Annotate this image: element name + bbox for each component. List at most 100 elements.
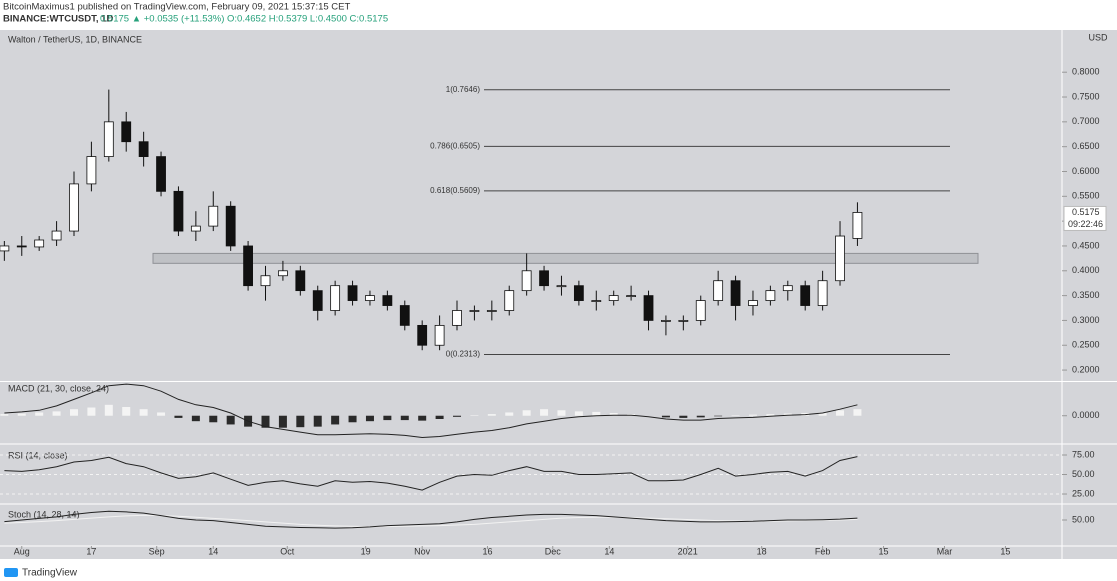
publish-info: BitcoinMaximus1 published on TradingView… — [3, 2, 350, 13]
pane-title: Walton / TetherUS, 1D, BINANCE — [8, 34, 142, 44]
y-tick-label: 0.4000 — [1072, 265, 1100, 275]
candle-body — [852, 212, 863, 239]
x-tick-label: Dec — [545, 546, 562, 556]
pane-title: MACD (21, 30, close, 24) — [8, 383, 109, 393]
y-tick-label: 0.2500 — [1072, 340, 1100, 350]
logo[interactable]: TradingView — [4, 568, 78, 579]
macd-histogram-bar — [679, 415, 688, 418]
y-tick-label: 0.4500 — [1072, 240, 1100, 250]
quote: 0.5175 ▲ +0.0535 (+11.53%) O:0.4652 H:0.… — [100, 14, 388, 25]
candle-body — [817, 280, 828, 306]
macd-histogram-bar — [574, 411, 583, 416]
rsi-line — [4, 456, 858, 491]
x-tick-label: Feb — [815, 546, 831, 556]
x-tick-label: Oct — [280, 546, 295, 556]
macd-histogram-bar — [435, 415, 444, 419]
macd-histogram-bar — [331, 415, 340, 425]
y-tick-label: 0.6500 — [1072, 141, 1100, 151]
candle-body — [86, 156, 97, 185]
candle-body — [225, 205, 236, 247]
y-tick-label: 0.7500 — [1072, 91, 1100, 101]
y-tick-label: 0.0000 — [1072, 410, 1100, 420]
symbol: BINANCE:WTCUSDT, 1D — [3, 14, 113, 25]
candle-body — [765, 290, 776, 301]
macd-histogram-bar — [540, 409, 549, 416]
x-tick-label: 17 — [86, 546, 96, 556]
y-tick-label: 0.5500 — [1072, 191, 1100, 201]
macd-histogram-bar — [731, 415, 740, 416]
y-tick-label: 50.00 — [1072, 469, 1095, 479]
x-tick-label: 2021 — [678, 546, 698, 556]
candle-body — [835, 235, 845, 282]
macd-line — [4, 383, 858, 439]
macd-histogram-bar — [348, 415, 357, 423]
macd-histogram-bar — [696, 415, 705, 418]
candle-body — [643, 295, 654, 321]
candle-body — [312, 290, 323, 311]
candle-body — [347, 285, 358, 301]
candle-body — [156, 156, 166, 192]
candle-body — [16, 245, 27, 248]
y-tick-label: 0.7000 — [1072, 116, 1100, 126]
support-zone — [152, 252, 979, 264]
candle-body — [103, 121, 114, 157]
macd-histogram-bar — [783, 413, 792, 416]
macd-histogram-bar — [470, 415, 479, 416]
fib-label: 0.618(0.5609) — [430, 186, 480, 195]
countdown: 09:22:46 — [1068, 219, 1103, 229]
y-tick-label: 0.8000 — [1072, 67, 1100, 77]
macd-histogram-bar — [766, 414, 775, 416]
candle-body — [382, 295, 393, 306]
macd-histogram-bar — [487, 414, 496, 416]
candle-body — [190, 225, 201, 232]
candle-body — [399, 305, 410, 326]
candle-body — [608, 295, 619, 301]
candle-body — [626, 295, 637, 298]
macd-histogram-bar — [418, 415, 427, 421]
macd-histogram-bar — [157, 412, 166, 416]
candle-body — [173, 190, 184, 232]
macd-histogram-bar — [748, 414, 757, 416]
candle-body — [678, 320, 689, 322]
macd-histogram-bar — [191, 415, 200, 422]
macd-histogram-bar — [522, 410, 531, 416]
candle-body — [800, 285, 811, 306]
macd-histogram-bar — [836, 410, 845, 416]
y-tick-label: 50.00 — [1072, 514, 1095, 524]
x-tick-label: 18 — [757, 546, 767, 556]
candle-body — [121, 121, 132, 143]
macd-histogram-bar — [505, 412, 514, 416]
candle-body — [51, 230, 62, 241]
x-tick-label: 14 — [604, 546, 614, 556]
candle-body — [278, 270, 288, 277]
y-tick-label: 0.3500 — [1072, 290, 1100, 300]
candle-body — [469, 310, 480, 312]
macd-histogram-bar — [0, 414, 9, 416]
logo-icon — [4, 568, 18, 577]
candle-body — [138, 141, 149, 157]
macd-histogram-bar — [592, 411, 601, 416]
candle-body — [504, 290, 515, 311]
macd-histogram-bar — [383, 415, 392, 421]
macd-histogram-bar — [52, 411, 61, 416]
macd-histogram-bar — [365, 415, 374, 422]
price-label: 0.5175 — [1072, 207, 1100, 217]
fib-label: 1(0.7646) — [446, 85, 481, 94]
y-tick-label: 75.00 — [1072, 449, 1095, 459]
x-tick-label: Mar — [937, 546, 953, 556]
macd-histogram-bar — [35, 412, 44, 416]
candle-body — [695, 300, 706, 321]
candle-body — [661, 320, 671, 322]
candle-body — [539, 270, 549, 287]
x-tick-label: Aug — [14, 546, 30, 556]
y-tick-label: 0.2000 — [1072, 364, 1100, 374]
candle-body — [243, 245, 253, 287]
axis-unit: USD — [1088, 32, 1108, 42]
candle-body — [330, 285, 341, 311]
macd-histogram-bar — [453, 415, 462, 417]
macd-histogram-bar — [278, 415, 287, 428]
x-tick-label: 14 — [208, 546, 218, 556]
brand: TradingView — [22, 568, 78, 579]
